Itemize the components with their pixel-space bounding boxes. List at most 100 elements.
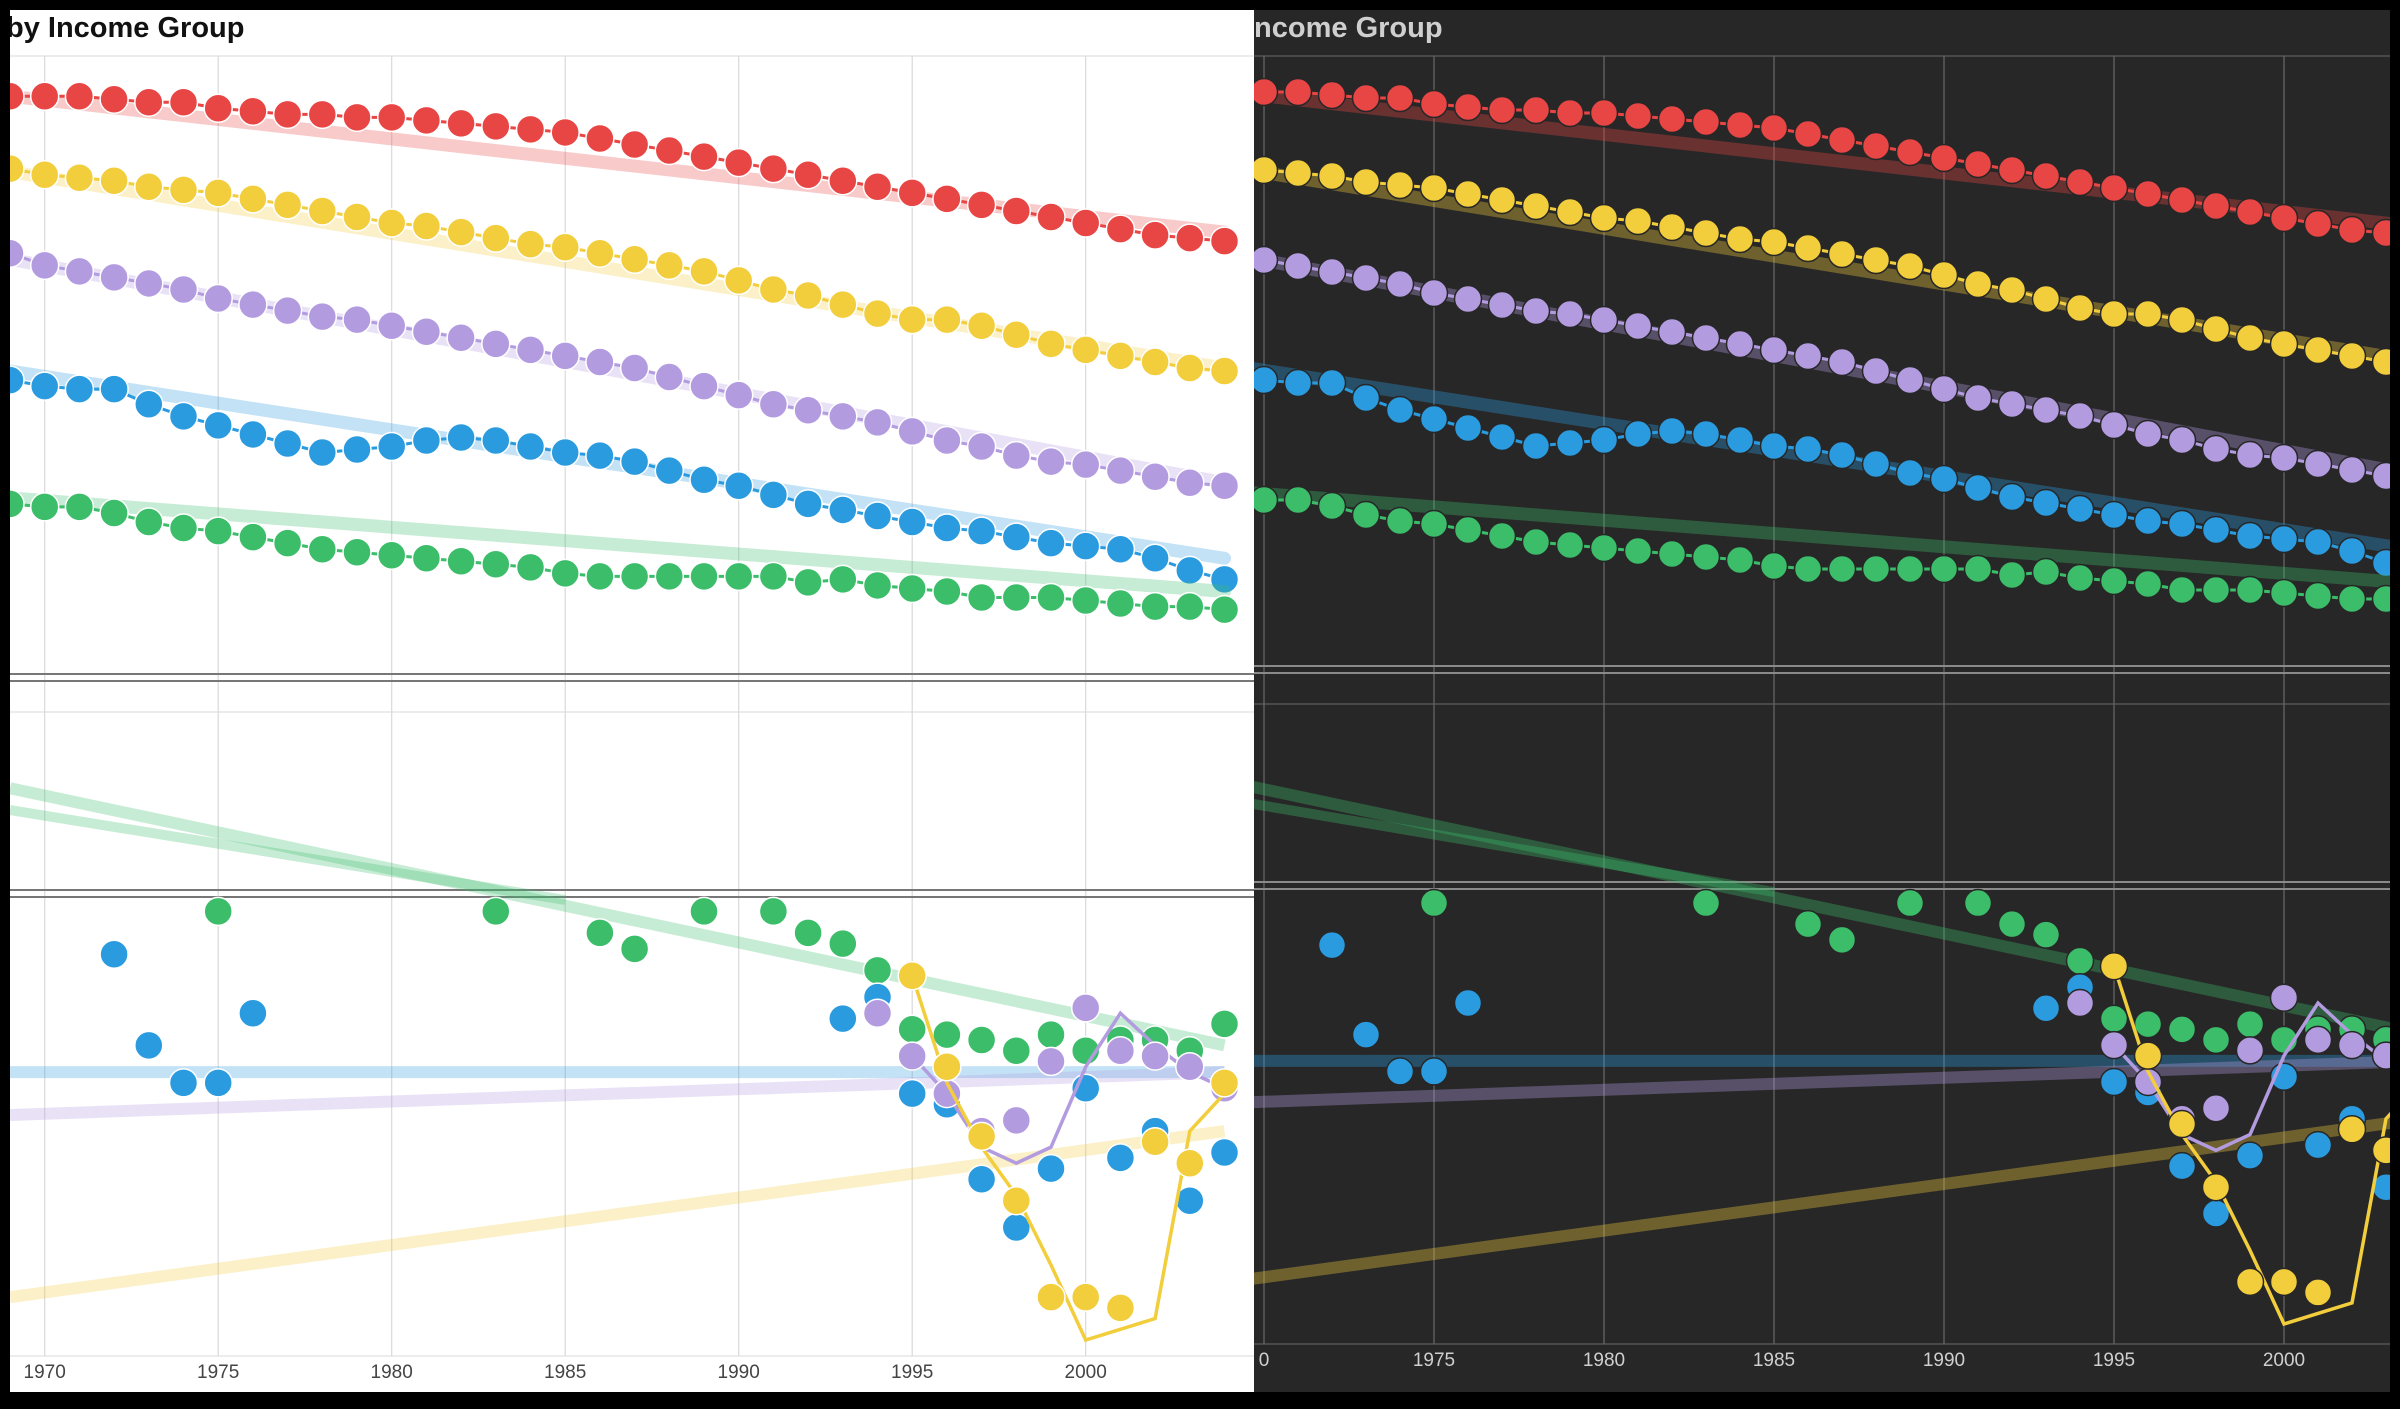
green-point bbox=[2269, 578, 2299, 608]
yellow-point bbox=[585, 238, 615, 268]
yellow-lower-point bbox=[1175, 1148, 1205, 1178]
blue-point bbox=[585, 440, 615, 471]
red-point bbox=[515, 114, 546, 145]
green-lower-point bbox=[1963, 888, 1993, 918]
right-chart-svg: 0 1975 1980 1985 1990 1995 2000 bbox=[1254, 55, 2390, 1371]
green-point bbox=[10, 489, 25, 519]
green-lower-point bbox=[1827, 925, 1857, 955]
yellow-point bbox=[1070, 335, 1101, 365]
blue-lower-point bbox=[897, 1078, 927, 1109]
green-point bbox=[1793, 554, 1823, 584]
x-tick-label: 1990 bbox=[1923, 1350, 1965, 1371]
blue-point bbox=[1070, 531, 1101, 561]
x-tick-label: 1985 bbox=[1753, 1350, 1795, 1371]
blue-point bbox=[758, 480, 789, 510]
yellow-point bbox=[723, 265, 754, 296]
blue-point bbox=[411, 425, 442, 456]
purple-lower-point bbox=[2337, 1030, 2367, 1060]
purple-point bbox=[1929, 374, 1959, 404]
purple-point bbox=[1175, 468, 1205, 498]
green-lower-point bbox=[619, 934, 650, 964]
red-point bbox=[897, 178, 927, 208]
x-tick-label: 1975 bbox=[197, 1362, 239, 1383]
green-lower-point bbox=[828, 928, 858, 959]
green-lower-point bbox=[897, 1014, 927, 1045]
purple-point bbox=[2235, 440, 2265, 470]
red-point bbox=[203, 93, 233, 124]
green-trend-line-mid bbox=[1254, 798, 1775, 897]
green-point bbox=[99, 498, 129, 528]
purple-point bbox=[1895, 365, 1925, 395]
blue-point bbox=[1589, 425, 1619, 455]
purple-point bbox=[515, 335, 546, 365]
green-lower-point bbox=[2031, 920, 2061, 949]
red-point bbox=[689, 141, 719, 172]
blue-lower-point bbox=[168, 1068, 199, 1098]
green-point bbox=[1929, 554, 1959, 584]
red-point bbox=[2337, 215, 2367, 245]
green-point bbox=[1385, 506, 1415, 536]
green-point bbox=[1827, 554, 1857, 584]
blue-point bbox=[134, 389, 164, 419]
blue-lower-point bbox=[203, 1068, 233, 1098]
yellow-point bbox=[1254, 155, 1279, 185]
yellow-point bbox=[1385, 170, 1415, 200]
red-point bbox=[1997, 155, 2027, 185]
yellow-point bbox=[2235, 323, 2265, 353]
yellow-point bbox=[1521, 191, 1551, 221]
purple-point bbox=[828, 401, 858, 432]
blue-point bbox=[1105, 534, 1136, 564]
yellow-point bbox=[1827, 239, 1857, 269]
green-lower-point bbox=[2201, 1025, 2231, 1055]
purple-point bbox=[446, 323, 476, 353]
blue-point bbox=[1001, 522, 1032, 552]
red-point bbox=[307, 99, 338, 130]
blue-point bbox=[376, 431, 407, 462]
yellow-lower-point bbox=[1036, 1282, 1066, 1312]
green-point bbox=[1487, 521, 1517, 551]
purple-lower-trend-line bbox=[1254, 1055, 2390, 1109]
blue-point bbox=[1657, 416, 1687, 446]
green-lower-trend-line bbox=[10, 782, 1226, 1052]
x-tick-label: 1980 bbox=[371, 1362, 413, 1383]
green-point bbox=[1209, 594, 1240, 625]
red-point bbox=[1317, 80, 1347, 110]
blue-point bbox=[2235, 521, 2265, 551]
red-point bbox=[1861, 131, 1891, 161]
purple-point bbox=[1691, 323, 1721, 353]
yellow-point bbox=[1929, 260, 1959, 290]
yellow-point bbox=[1351, 167, 1381, 197]
blue-lower-point bbox=[1385, 1057, 1415, 1086]
purple-point bbox=[64, 256, 95, 287]
red-point bbox=[481, 111, 511, 142]
purple-point bbox=[2371, 461, 2390, 491]
yellow-point bbox=[897, 304, 927, 335]
purple-lower-point bbox=[1140, 1041, 1170, 1071]
yellow-point bbox=[1555, 197, 1585, 227]
blue-point bbox=[1997, 482, 2027, 512]
yellow-point bbox=[1691, 218, 1721, 248]
purple-point bbox=[550, 341, 580, 371]
yellow-point bbox=[515, 229, 546, 259]
red-point bbox=[342, 102, 372, 133]
blue-point bbox=[1209, 564, 1240, 595]
left-chart-svg: 19701975198019851990199520002 bbox=[10, 55, 1254, 1383]
yellow-point bbox=[1175, 353, 1205, 383]
chart-title: by Income Group bbox=[10, 12, 245, 44]
yellow-point bbox=[2337, 341, 2367, 371]
yellow-point bbox=[2099, 299, 2129, 329]
green-point bbox=[64, 492, 95, 522]
purple-lower-point bbox=[862, 998, 893, 1028]
blue-lower-point bbox=[2303, 1130, 2333, 1160]
x-tick-label: 1995 bbox=[891, 1362, 933, 1383]
blue-point bbox=[1929, 464, 1959, 494]
red-point bbox=[1895, 137, 1925, 167]
purple-point bbox=[654, 362, 685, 392]
blue-point bbox=[272, 428, 303, 459]
purple-point bbox=[1521, 296, 1551, 326]
yellow-lower-line bbox=[910, 975, 1226, 1343]
yellow-point bbox=[2371, 347, 2390, 377]
yellow-point bbox=[1759, 227, 1789, 257]
red-point bbox=[1793, 119, 1823, 149]
blue-point bbox=[2031, 488, 2061, 518]
